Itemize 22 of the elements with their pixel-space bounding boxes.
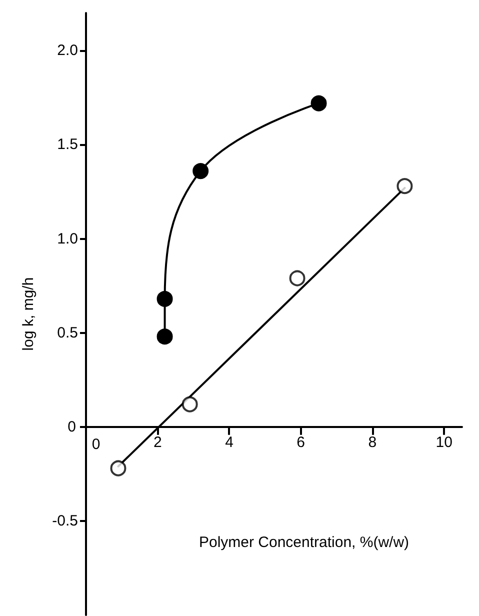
x-tick-label: 10 xyxy=(436,434,452,451)
point xyxy=(289,270,306,286)
y-tick-label: 0 xyxy=(68,418,76,436)
x-axis-title: Polymer Concentration, %(w/w) xyxy=(198,534,410,551)
point xyxy=(192,163,209,180)
x-tick-label: 6 xyxy=(296,434,306,451)
x-tick-label: 2 xyxy=(153,434,162,451)
y-tick-label: 1.0 xyxy=(57,230,78,248)
y-axis-title: log k, mg/h xyxy=(20,277,37,351)
x-tick-label: 0 xyxy=(92,436,100,453)
point xyxy=(396,178,413,194)
point xyxy=(310,95,327,112)
point xyxy=(182,396,198,412)
point xyxy=(110,460,126,476)
point xyxy=(156,290,173,307)
y-tick-label: -0.5 xyxy=(52,512,78,530)
y-tick-label: 2.0 xyxy=(57,42,78,60)
x-tick-label: 4 xyxy=(225,434,234,451)
point xyxy=(156,328,173,345)
x-tick-label: 8 xyxy=(368,434,377,451)
y-tick-label: 0.5 xyxy=(57,324,78,342)
y-tick-label: 1.5 xyxy=(57,136,78,154)
